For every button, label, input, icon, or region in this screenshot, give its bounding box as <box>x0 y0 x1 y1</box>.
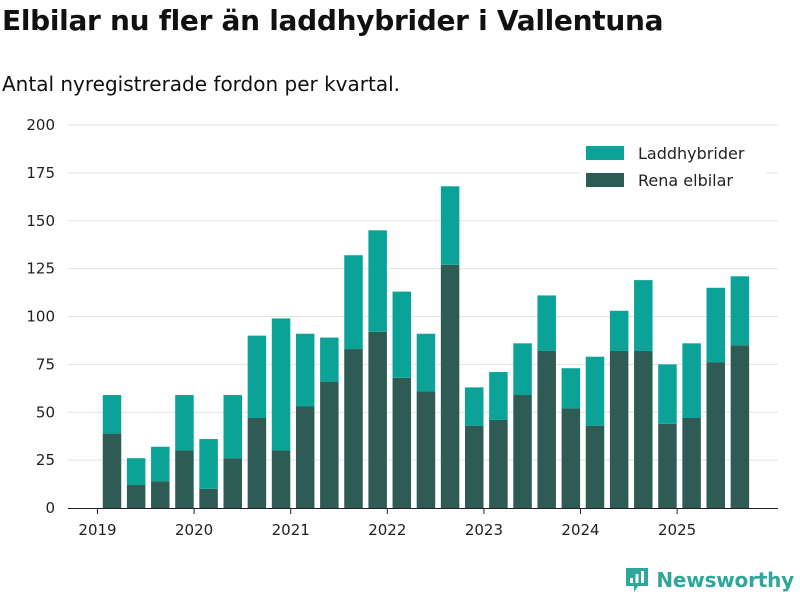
bar-laddhybrider <box>537 295 556 351</box>
bar-laddhybrider <box>199 439 218 489</box>
chart-title: Elbilar nu fler än laddhybrider i Vallen… <box>2 4 664 37</box>
bar-rena-elbilar <box>513 395 532 508</box>
bar-rena-elbilar <box>658 423 677 508</box>
bar-laddhybrider <box>271 318 291 451</box>
bar-rena-elbilar <box>126 485 146 508</box>
bars <box>102 186 750 508</box>
y-tick-label: 100 <box>26 308 55 326</box>
bar-laddhybrider <box>513 343 532 396</box>
bar-rena-elbilar <box>295 406 315 508</box>
bar-rena-elbilar <box>634 350 653 508</box>
bar-laddhybrider <box>440 186 460 265</box>
bar-rena-elbilar <box>271 450 291 508</box>
bar-laddhybrider <box>634 280 653 351</box>
bar-rena-elbilar <box>416 391 436 508</box>
brand-logo: Newsworthy <box>624 566 794 594</box>
x-tick-label: 2021 <box>272 521 310 539</box>
bar-laddhybrider <box>682 343 701 418</box>
bar-laddhybrider <box>223 395 242 459</box>
bar-rena-elbilar <box>561 408 581 508</box>
bar-laddhybrider <box>416 333 436 392</box>
y-tick-label: 200 <box>26 116 55 134</box>
bar-rena-elbilar <box>175 450 194 508</box>
bar-laddhybrider <box>126 458 146 486</box>
bar-rena-elbilar <box>730 345 750 508</box>
bar-laddhybrider <box>730 276 750 346</box>
bar-rena-elbilar <box>151 481 170 508</box>
bar-rena-elbilar <box>585 425 605 508</box>
x-tick-label: 2022 <box>368 521 406 539</box>
legend-label-rena-elbilar: Rena elbilar <box>638 171 733 190</box>
bar-laddhybrider <box>585 356 605 426</box>
bar-laddhybrider <box>247 335 267 418</box>
y-tick-label: 175 <box>26 164 55 182</box>
bar-laddhybrider <box>295 333 315 407</box>
x-tick-label: 2023 <box>465 521 503 539</box>
bar-laddhybrider <box>344 255 363 350</box>
y-tick-label: 125 <box>26 260 55 278</box>
bar-rena-elbilar <box>368 331 387 508</box>
legend-swatch-laddhybrider <box>586 146 624 160</box>
bar-rena-elbilar <box>489 419 508 508</box>
legend-label-laddhybrider: Laddhybrider <box>638 144 745 163</box>
y-tick-label: 25 <box>36 451 55 469</box>
bar-rena-elbilar <box>320 381 339 508</box>
x-tick-label: 2019 <box>78 521 116 539</box>
legend: Laddhybrider Rena elbilar <box>580 140 766 198</box>
y-axis: 0 25 50 75 100 125 150 175 200 <box>26 116 55 517</box>
bar-laddhybrider <box>151 446 170 482</box>
y-tick-label: 75 <box>36 355 55 373</box>
y-tick-label: 50 <box>36 403 55 421</box>
bar-laddhybrider <box>465 387 484 426</box>
bar-laddhybrider <box>368 230 387 332</box>
bar-rena-elbilar <box>199 488 218 508</box>
bar-rena-elbilar <box>223 458 242 508</box>
bar-rena-elbilar <box>247 417 267 508</box>
y-tick-label: 150 <box>26 212 55 230</box>
x-tick-label: 2020 <box>175 521 213 539</box>
y-tick-label: 0 <box>45 499 55 517</box>
bar-rena-elbilar <box>344 349 363 508</box>
bar-rena-elbilar <box>706 362 725 508</box>
bar-laddhybrider <box>561 368 581 409</box>
bar-laddhybrider <box>658 364 677 424</box>
x-axis: 2019 2020 2021 2022 2023 2024 2025 <box>68 508 778 539</box>
bar-laddhybrider <box>489 372 508 420</box>
bar-rena-elbilar <box>392 377 412 508</box>
bar-rena-elbilar <box>465 425 484 508</box>
bar-laddhybrider <box>175 395 194 451</box>
bar-laddhybrider <box>320 337 339 382</box>
bar-laddhybrider <box>609 310 629 351</box>
bar-rena-elbilar <box>440 264 460 508</box>
bar-laddhybrider <box>392 291 412 378</box>
legend-swatch-rena-elbilar <box>586 173 624 187</box>
brand-name: Newsworthy <box>656 568 794 592</box>
chart-subtitle: Antal nyregistrerade fordon per kvartal. <box>2 72 401 96</box>
newsworthy-logo-icon <box>626 568 649 592</box>
x-tick-label: 2024 <box>561 521 599 539</box>
bar-laddhybrider <box>102 395 122 434</box>
bar-rena-elbilar <box>609 350 629 508</box>
bar-rena-elbilar <box>682 417 701 508</box>
bar-laddhybrider <box>706 287 725 363</box>
x-tick-label: 2025 <box>658 521 696 539</box>
bar-rena-elbilar <box>537 350 556 508</box>
bar-rena-elbilar <box>102 433 122 508</box>
